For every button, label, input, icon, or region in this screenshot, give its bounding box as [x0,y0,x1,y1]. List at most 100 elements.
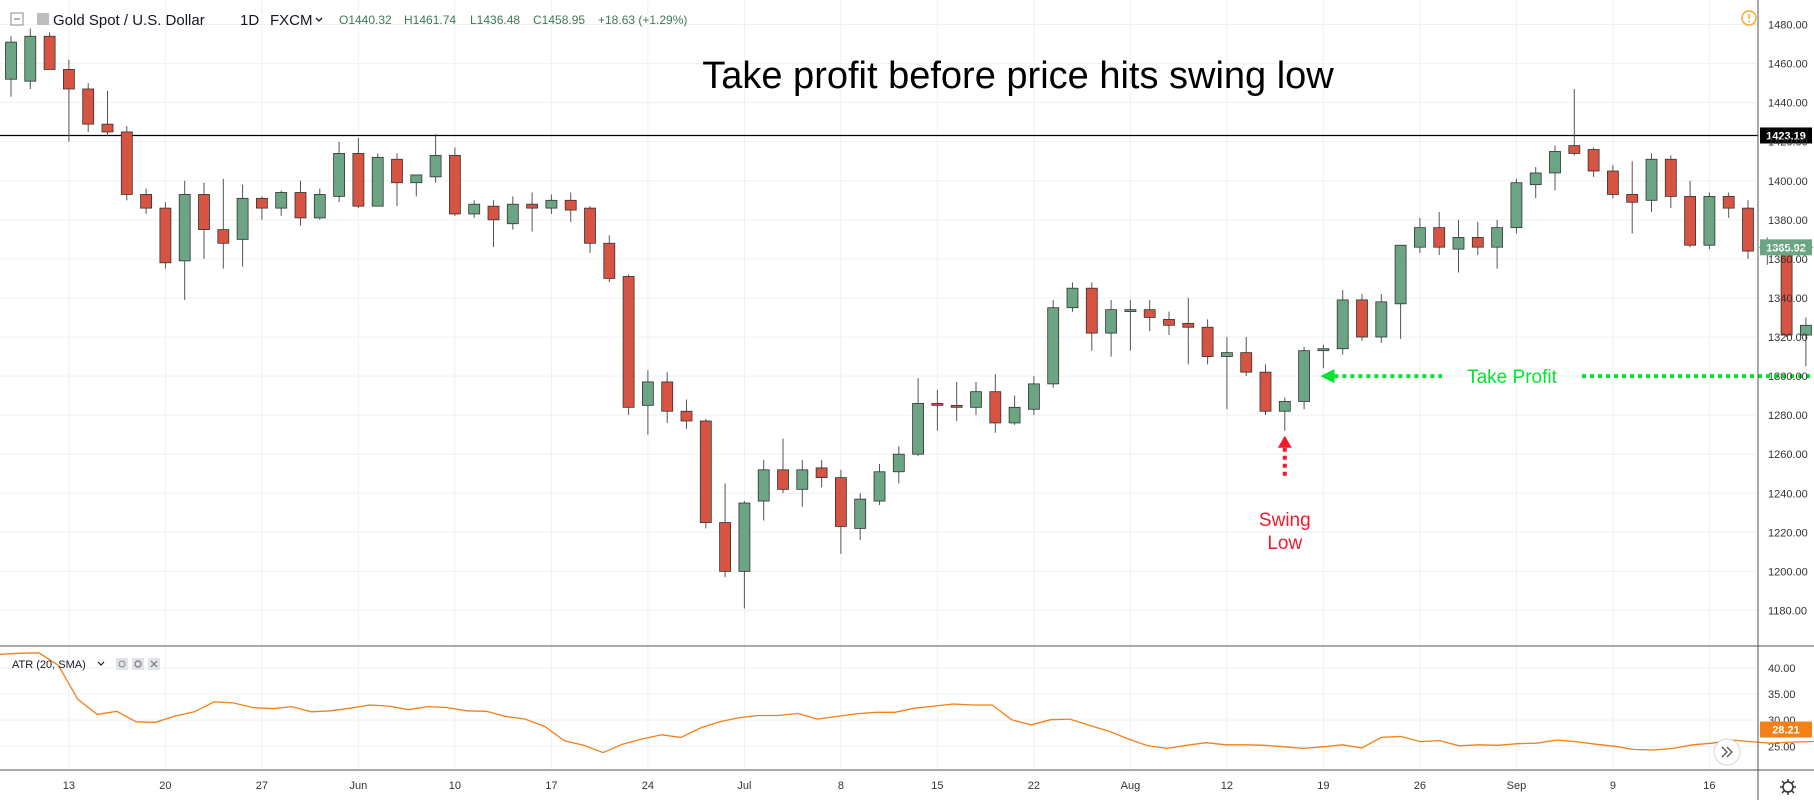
candle[interactable] [623,275,634,416]
candle-body [295,192,306,217]
candle-body [1646,159,1657,200]
candle-body [1627,194,1638,202]
candle-body [1376,302,1387,337]
take-profit-label: Take Profit [1467,367,1557,388]
candle[interactable] [1704,192,1715,249]
candle[interactable] [25,28,36,89]
candle-body [951,405,962,407]
candle-body [893,454,904,472]
last-price-label: 1365.92 [1766,242,1806,254]
y-tick-label: 1280.00 [1768,410,1808,422]
candle-body [1414,228,1425,248]
candle-body [392,159,403,182]
candle-body [1743,208,1754,251]
scroll-right-icon[interactable] [1714,739,1740,765]
candle-body [681,411,692,421]
candle-body [63,69,74,89]
candle-body [507,204,518,224]
ohlc-low: L1436.48 [470,13,520,27]
candle-body [642,382,653,405]
x-tick-label: Jun [350,780,368,792]
x-tick-label: 8 [838,780,844,792]
candle[interactable] [1260,364,1271,415]
y-tick-label: 1440.00 [1768,98,1808,110]
candle[interactable] [449,148,460,216]
candle-body [546,200,557,208]
candle[interactable] [1511,179,1522,234]
candle[interactable] [372,153,383,206]
chart-title: Take profit before price hits swing low [702,55,1334,97]
candle[interactable] [44,32,55,69]
candle[interactable] [700,419,711,528]
x-tick-label: 13 [63,780,75,792]
x-tick-label: Sep [1507,780,1527,792]
candle-body [1028,384,1039,409]
x-tick-label: Jul [737,780,751,792]
candle-body [932,403,943,405]
candle-body [25,36,36,81]
candle-body [585,208,596,243]
x-tick-label: 22 [1028,780,1040,792]
candle-body [1685,196,1696,245]
y-tick-label: 1480.00 [1768,20,1808,32]
change-value: +18.63 (+1.29%) [598,13,687,27]
x-tick-label: 15 [931,780,943,792]
candle-body [1202,327,1213,356]
y-tick-label: 1200.00 [1768,566,1808,578]
candle[interactable] [121,126,132,200]
interval-label[interactable]: 1D [240,12,259,29]
candle-body [1337,300,1348,349]
x-tick-label: 9 [1610,780,1616,792]
candle-body [1067,288,1078,308]
y-tick-label: 1380.00 [1768,215,1808,227]
y-tick-label: 1400.00 [1768,176,1808,188]
swing-low-label: Swing [1259,510,1311,531]
ohlc-close: C1458.95 [533,13,585,27]
candle-body [835,478,846,527]
candle-body [449,155,460,214]
candle-body [44,36,55,69]
x-tick-label: 24 [642,780,654,792]
y-tick-label: 1220.00 [1768,527,1808,539]
candle[interactable] [1743,200,1754,259]
symbol-title[interactable]: Gold Spot / U.S. Dollar [53,12,205,29]
x-tick-label: 12 [1221,780,1233,792]
candle[interactable] [1299,347,1310,409]
candle-body [990,392,1001,423]
candle-body [1723,196,1734,208]
eye-icon[interactable] [116,658,128,670]
candle-body [430,155,441,176]
y-tick-label: 1260.00 [1768,449,1808,461]
candle-body [102,124,113,132]
y-tick-label: 1320.00 [1768,332,1808,344]
candle-body [1125,310,1136,312]
candle-body [1241,353,1252,373]
candle[interactable] [1357,294,1368,341]
candle-body [1357,300,1368,337]
candle-body [1472,237,1483,247]
x-tick-label: 26 [1414,780,1426,792]
candle-body [1086,288,1097,333]
x-tick-label: Aug [1121,780,1141,792]
x-tick-label: 16 [1703,780,1715,792]
candle-body [1434,228,1445,248]
settings-icon[interactable] [132,658,144,670]
y-tick-label: 1460.00 [1768,59,1808,71]
candle-body [700,421,711,523]
candle-body [565,200,576,210]
candle-body [1492,228,1503,248]
atr-legend-label[interactable]: ATR (20, SMA) [12,659,86,671]
y-tick-label: 1340.00 [1768,293,1808,305]
candle-body [758,470,769,501]
candle[interactable] [160,202,171,268]
candle-body [372,157,383,206]
source-label[interactable]: FXCM [270,12,313,29]
candle-body [662,382,673,411]
candle[interactable] [1048,300,1059,388]
atr-y-tick-label: 40.00 [1768,663,1796,675]
candle-body [218,230,229,244]
candle-body [160,208,171,263]
candle[interactable] [1337,290,1348,354]
